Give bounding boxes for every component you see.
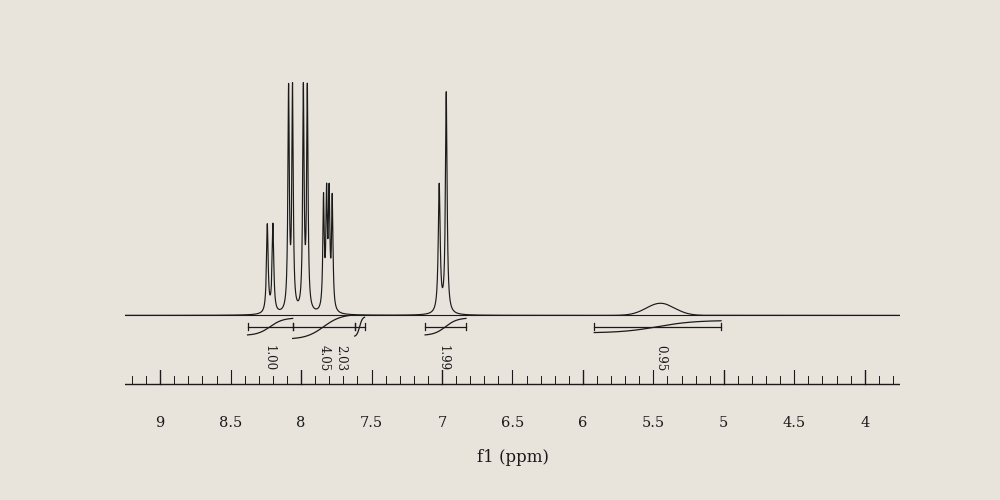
Text: 0.95: 0.95 [654,346,667,372]
Text: 7: 7 [437,416,447,430]
Text: 6.5: 6.5 [501,416,524,430]
Text: 8.5: 8.5 [219,416,242,430]
Text: 8: 8 [296,416,306,430]
Text: 5.5: 5.5 [642,416,665,430]
Text: 1.00: 1.00 [262,346,275,372]
Text: 4: 4 [860,416,869,430]
Text: 6: 6 [578,416,588,430]
Text: 2.03: 2.03 [334,346,347,372]
Text: 4.05: 4.05 [317,346,330,372]
Text: 9: 9 [156,416,165,430]
Text: 1.99: 1.99 [437,346,450,372]
Text: 5: 5 [719,416,728,430]
Text: 7.5: 7.5 [360,416,383,430]
Text: f1 (ppm): f1 (ppm) [477,448,549,466]
Text: 4.5: 4.5 [783,416,806,430]
